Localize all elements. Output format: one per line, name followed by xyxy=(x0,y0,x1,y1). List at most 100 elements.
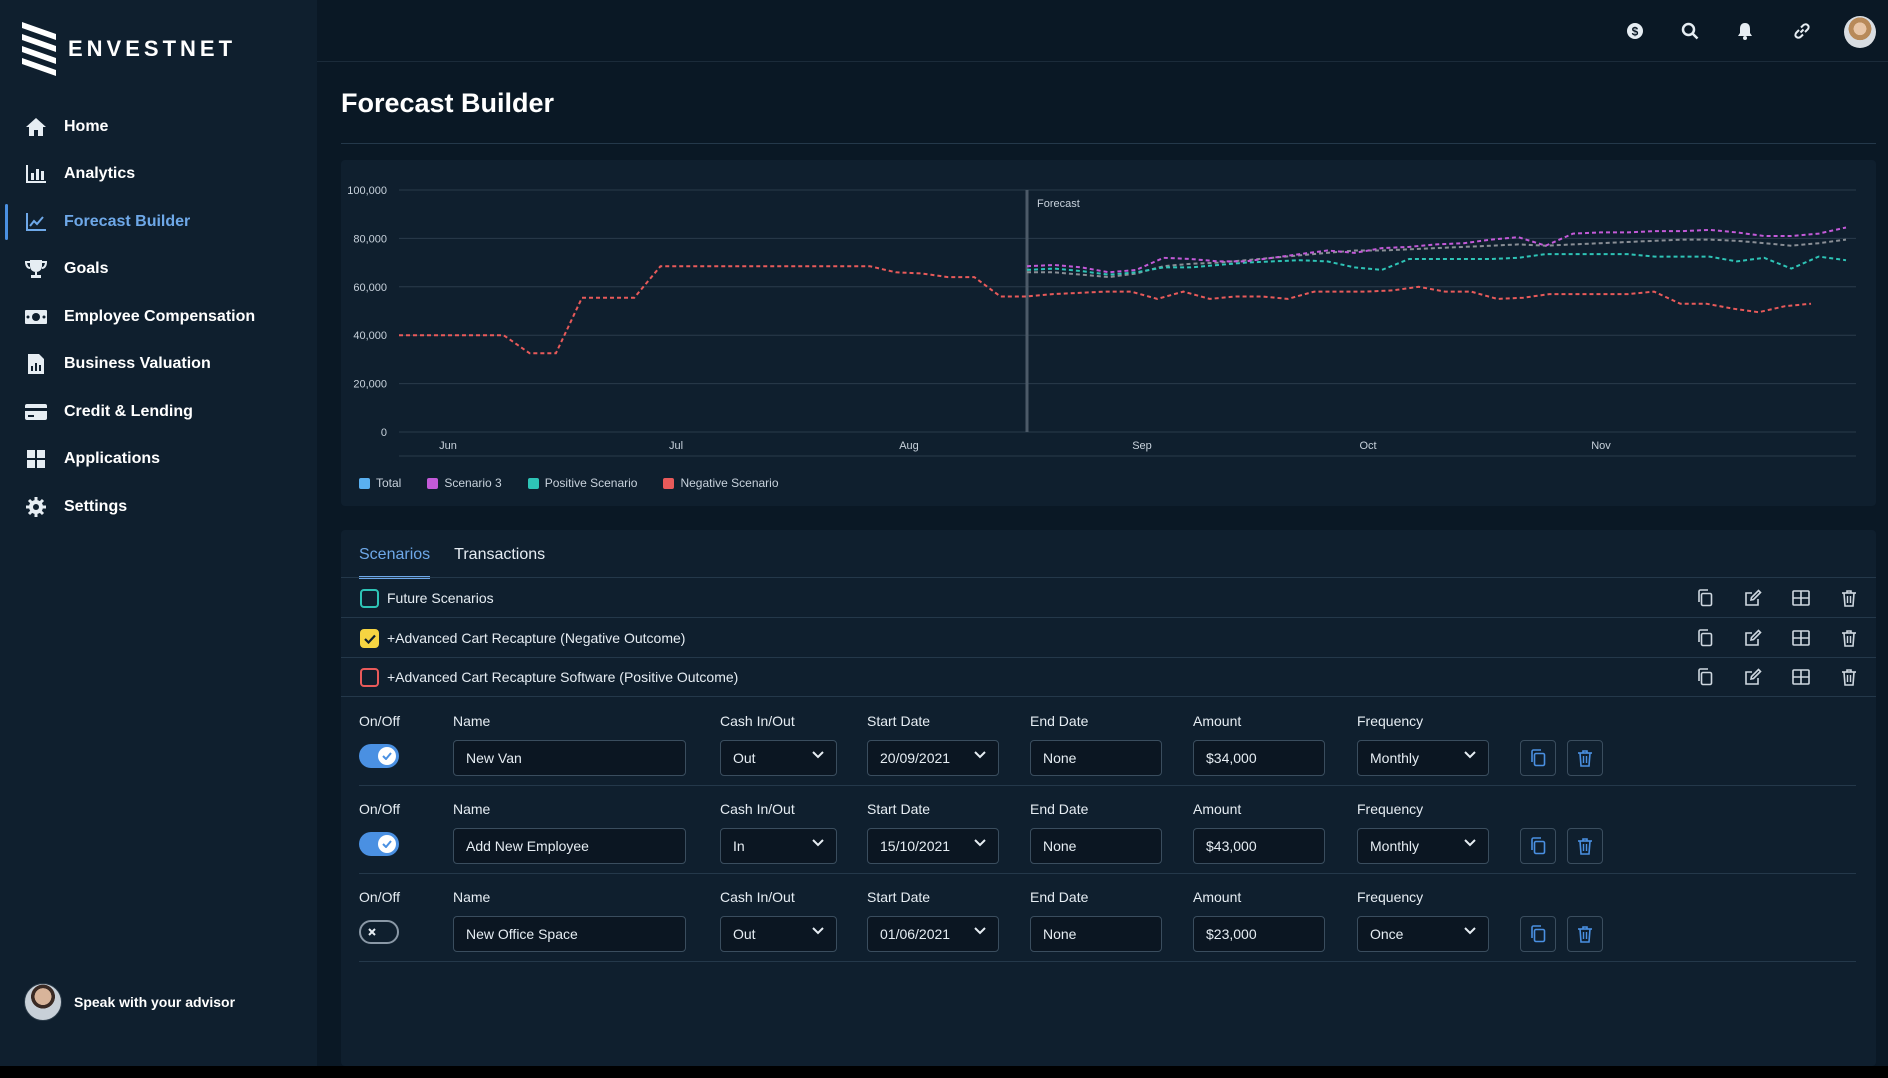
link-icon[interactable] xyxy=(1789,18,1815,44)
search-icon[interactable] xyxy=(1677,18,1703,44)
page-title: Forecast Builder xyxy=(341,88,555,118)
y-tick-label: 60,000 xyxy=(353,282,387,294)
y-tick-label: 40,000 xyxy=(353,330,387,342)
edit-icon[interactable] xyxy=(1740,626,1766,650)
legend-item[interactable]: Total xyxy=(359,476,401,490)
sidebar-item-applications[interactable]: Applications xyxy=(0,436,317,484)
end-date-field[interactable]: None xyxy=(1030,740,1162,776)
end-date-field[interactable]: None xyxy=(1030,916,1162,952)
sidebar-item-settings[interactable]: Settings xyxy=(0,483,317,531)
sidebar-item-label: Settings xyxy=(64,497,128,515)
end-date-field[interactable]: None xyxy=(1030,828,1162,864)
envestnet-logo-icon xyxy=(22,22,56,76)
end-date-label: End Date xyxy=(1030,889,1089,905)
copy-icon xyxy=(1530,837,1546,855)
table-icon[interactable] xyxy=(1788,586,1814,610)
frequency-value: Once xyxy=(1370,926,1404,942)
copy-icon xyxy=(1530,749,1546,767)
delete-transaction-button[interactable] xyxy=(1567,916,1603,952)
copy-transaction-button[interactable] xyxy=(1520,828,1556,864)
start-date-picker[interactable]: 01/06/2021 xyxy=(867,916,999,952)
scenario-checkbox[interactable] xyxy=(360,668,379,687)
table-icon[interactable] xyxy=(1788,626,1814,650)
start-date-picker[interactable]: 15/10/2021 xyxy=(867,828,999,864)
sidebar-item-business-valuation[interactable]: Business Valuation xyxy=(0,341,317,389)
sidebar-item-home[interactable]: Home xyxy=(0,103,317,151)
speak-with-advisor[interactable]: Speak with your advisor xyxy=(24,983,235,1021)
scenario-3-line xyxy=(1026,226,1847,274)
chart-legend: Total Scenario 3 Positive Scenario Negative… xyxy=(359,476,779,490)
on-off-toggle[interactable] xyxy=(359,832,399,856)
x-tick-label: Jun xyxy=(439,440,457,452)
name-label: Name xyxy=(453,713,491,729)
delete-transaction-button[interactable] xyxy=(1567,740,1603,776)
on-off-toggle[interactable] xyxy=(359,920,399,944)
cash-in-out-select[interactable]: In xyxy=(720,828,837,864)
dollar-icon[interactable]: $ xyxy=(1622,18,1648,44)
end-date-value: None xyxy=(1043,838,1077,854)
scenarios-panel: Scenarios Transactions Future Scenarios … xyxy=(341,530,1876,1066)
copy-icon[interactable] xyxy=(1692,586,1718,610)
cash-icon xyxy=(24,305,48,329)
bell-icon[interactable] xyxy=(1732,18,1758,44)
frequency-select[interactable]: Monthly xyxy=(1357,740,1489,776)
cash-in-out-select[interactable]: Out xyxy=(720,740,837,776)
frequency-select[interactable]: Monthly xyxy=(1357,828,1489,864)
end-date-value: None xyxy=(1043,926,1077,942)
trash-icon[interactable] xyxy=(1836,626,1862,650)
cash-value: In xyxy=(733,838,745,854)
start-date-picker[interactable]: 20/09/2021 xyxy=(867,740,999,776)
sidebar-item-label: Credit & Lending xyxy=(64,402,193,420)
sidebar-item-analytics[interactable]: Analytics xyxy=(0,151,317,199)
trash-icon[interactable] xyxy=(1836,665,1862,689)
y-tick-label: 100,000 xyxy=(347,185,387,197)
copy-transaction-button[interactable] xyxy=(1520,740,1556,776)
legend-item[interactable]: Negative Scenario xyxy=(663,476,779,490)
sidebar-item-employee-compensation[interactable]: Employee Compensation xyxy=(0,293,317,341)
trash-icon[interactable] xyxy=(1836,586,1862,610)
forecast-chart: 100,000 80,000 60,000 40,000 20,000 0 Jun Jul Au… xyxy=(347,185,1856,457)
on-off-toggle[interactable] xyxy=(359,744,399,768)
sidebar-item-goals[interactable]: Goals xyxy=(0,246,317,294)
brand-logo[interactable]: ENVESTNET xyxy=(22,22,236,76)
sidebar-item-forecast-builder[interactable]: Forecast Builder xyxy=(0,198,317,246)
x-tick-label: Jul xyxy=(669,440,683,452)
legend-label: Scenario 3 xyxy=(444,476,502,490)
legend-item[interactable]: Scenario 3 xyxy=(427,476,502,490)
check-icon xyxy=(378,835,396,853)
legend-item[interactable]: Positive Scenario xyxy=(527,476,637,490)
tab-transactions[interactable]: Transactions xyxy=(454,546,546,563)
table-icon[interactable] xyxy=(1788,665,1814,689)
legend-label: Total xyxy=(376,476,402,490)
tab-bar: Scenarios Transactions xyxy=(359,546,545,579)
tab-scenarios[interactable]: Scenarios xyxy=(359,546,431,579)
name-input[interactable]: New Office Space xyxy=(453,916,686,952)
onoff-label: On/Off xyxy=(359,713,400,729)
scenario-checkbox[interactable] xyxy=(360,629,379,648)
copy-icon[interactable] xyxy=(1692,665,1718,689)
name-input[interactable]: New Van xyxy=(453,740,686,776)
scenario-checkbox[interactable] xyxy=(360,589,379,608)
amount-input[interactable]: $34,000 xyxy=(1193,740,1325,776)
cash-in-out-select[interactable]: Out xyxy=(720,916,837,952)
copy-transaction-button[interactable] xyxy=(1520,916,1556,952)
transaction-row: On/Off Name Cash In/Out Start Date End D… xyxy=(359,698,1856,786)
user-avatar[interactable] xyxy=(1844,16,1876,48)
amount-input[interactable]: $23,000 xyxy=(1193,916,1325,952)
copy-icon[interactable] xyxy=(1692,626,1718,650)
sidebar-item-credit-lending[interactable]: Credit & Lending xyxy=(0,388,317,436)
delete-transaction-button[interactable] xyxy=(1567,828,1603,864)
name-input[interactable]: Add New Employee xyxy=(453,828,686,864)
x-tick-label: Aug xyxy=(899,440,919,452)
cash-label: Cash In/Out xyxy=(720,801,795,817)
start-date-label: Start Date xyxy=(867,713,931,729)
sidebar-item-label: Forecast Builder xyxy=(64,212,191,230)
close-icon xyxy=(363,923,381,941)
credit-card-icon xyxy=(24,400,48,424)
edit-icon[interactable] xyxy=(1740,665,1766,689)
title-divider xyxy=(341,143,1876,144)
amount-input[interactable]: $43,000 xyxy=(1193,828,1325,864)
frequency-select[interactable]: Once xyxy=(1357,916,1489,952)
name-label: Name xyxy=(453,801,491,817)
edit-icon[interactable] xyxy=(1740,586,1766,610)
